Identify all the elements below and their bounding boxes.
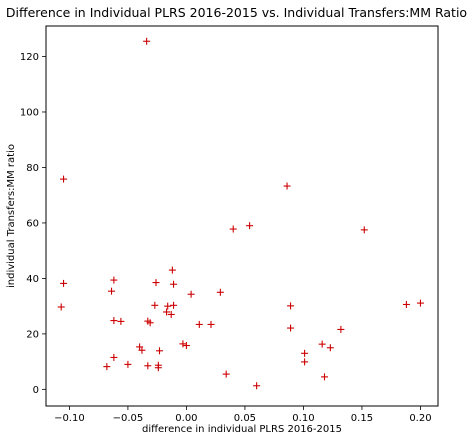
axis-ticks: −0.10 −0.05 0.00 0.05 0.10 0.15 0.20 0 20 40 60 80 1… (20, 52, 432, 424)
data-point-marker (110, 317, 118, 325)
data-point-marker (164, 302, 172, 310)
y-axis-label: individual Transfers:MM ratio (6, 144, 17, 288)
data-point-marker (287, 324, 295, 332)
data-point-marker (146, 319, 154, 327)
y-tick-label: 100 (20, 107, 39, 118)
x-tick-label: 0.05 (234, 413, 256, 424)
x-tick-label: −0.10 (54, 413, 85, 424)
data-point-marker (320, 373, 328, 381)
data-point-marker (60, 175, 68, 183)
data-point-marker (179, 340, 187, 348)
x-tick-label: 0.15 (351, 413, 373, 424)
data-point-marker (170, 280, 178, 288)
data-point-marker (167, 310, 175, 318)
data-point-marker (195, 320, 203, 328)
data-point-marker (229, 225, 237, 233)
data-point-marker (168, 266, 176, 274)
y-tick-label: 20 (26, 329, 39, 340)
data-point-marker (301, 349, 309, 357)
data-point-marker (416, 299, 424, 307)
data-point-marker (117, 317, 125, 325)
data-point-marker (182, 342, 190, 350)
data-point-marker (253, 382, 261, 390)
data-point-marker (207, 320, 215, 328)
x-tick-label: 0.10 (292, 413, 314, 424)
data-point-marker (187, 290, 195, 298)
data-point-marker (154, 364, 162, 372)
y-tick-label: 120 (20, 52, 39, 63)
data-point-marker (337, 325, 345, 333)
data-point-marker (57, 303, 65, 311)
data-point-marker (326, 344, 334, 352)
data-point-marker (318, 340, 326, 348)
data-point-marker (103, 363, 111, 371)
data-point-marker (301, 358, 309, 366)
data-point-marker (360, 226, 368, 234)
data-point-marker (216, 288, 224, 296)
x-axis-label: difference in individual PLRS 2016-2015 (142, 424, 342, 435)
x-tick-label: 0.00 (175, 413, 197, 424)
x-tick-label: 0.20 (409, 413, 431, 424)
data-point-marker (246, 222, 254, 230)
y-tick-label: 60 (26, 218, 39, 229)
data-points (57, 37, 424, 390)
data-point-marker (283, 182, 291, 190)
data-point-marker (402, 300, 410, 308)
data-point-marker (287, 302, 295, 310)
x-tick-label: −0.05 (113, 413, 144, 424)
plot-frame (45, 25, 439, 407)
data-point-marker (170, 301, 178, 309)
y-tick-label: 80 (26, 163, 39, 174)
data-point-marker (163, 308, 171, 316)
data-point-marker (108, 287, 116, 295)
data-point-marker (124, 360, 132, 368)
data-point-marker (60, 279, 68, 287)
data-point-marker (152, 279, 160, 287)
data-point-marker (156, 347, 164, 355)
data-point-marker (144, 362, 152, 370)
data-point-marker (143, 37, 151, 45)
data-point-marker (110, 353, 118, 361)
y-tick-label: 40 (26, 274, 39, 285)
data-point-marker (151, 301, 159, 309)
chart-title: Difference in Individual PLRS 2016-2015 … (5, 5, 468, 20)
data-point-marker (110, 276, 118, 284)
data-point-marker (222, 370, 230, 378)
y-tick-label: 0 (33, 385, 39, 396)
data-point-marker (138, 346, 146, 354)
